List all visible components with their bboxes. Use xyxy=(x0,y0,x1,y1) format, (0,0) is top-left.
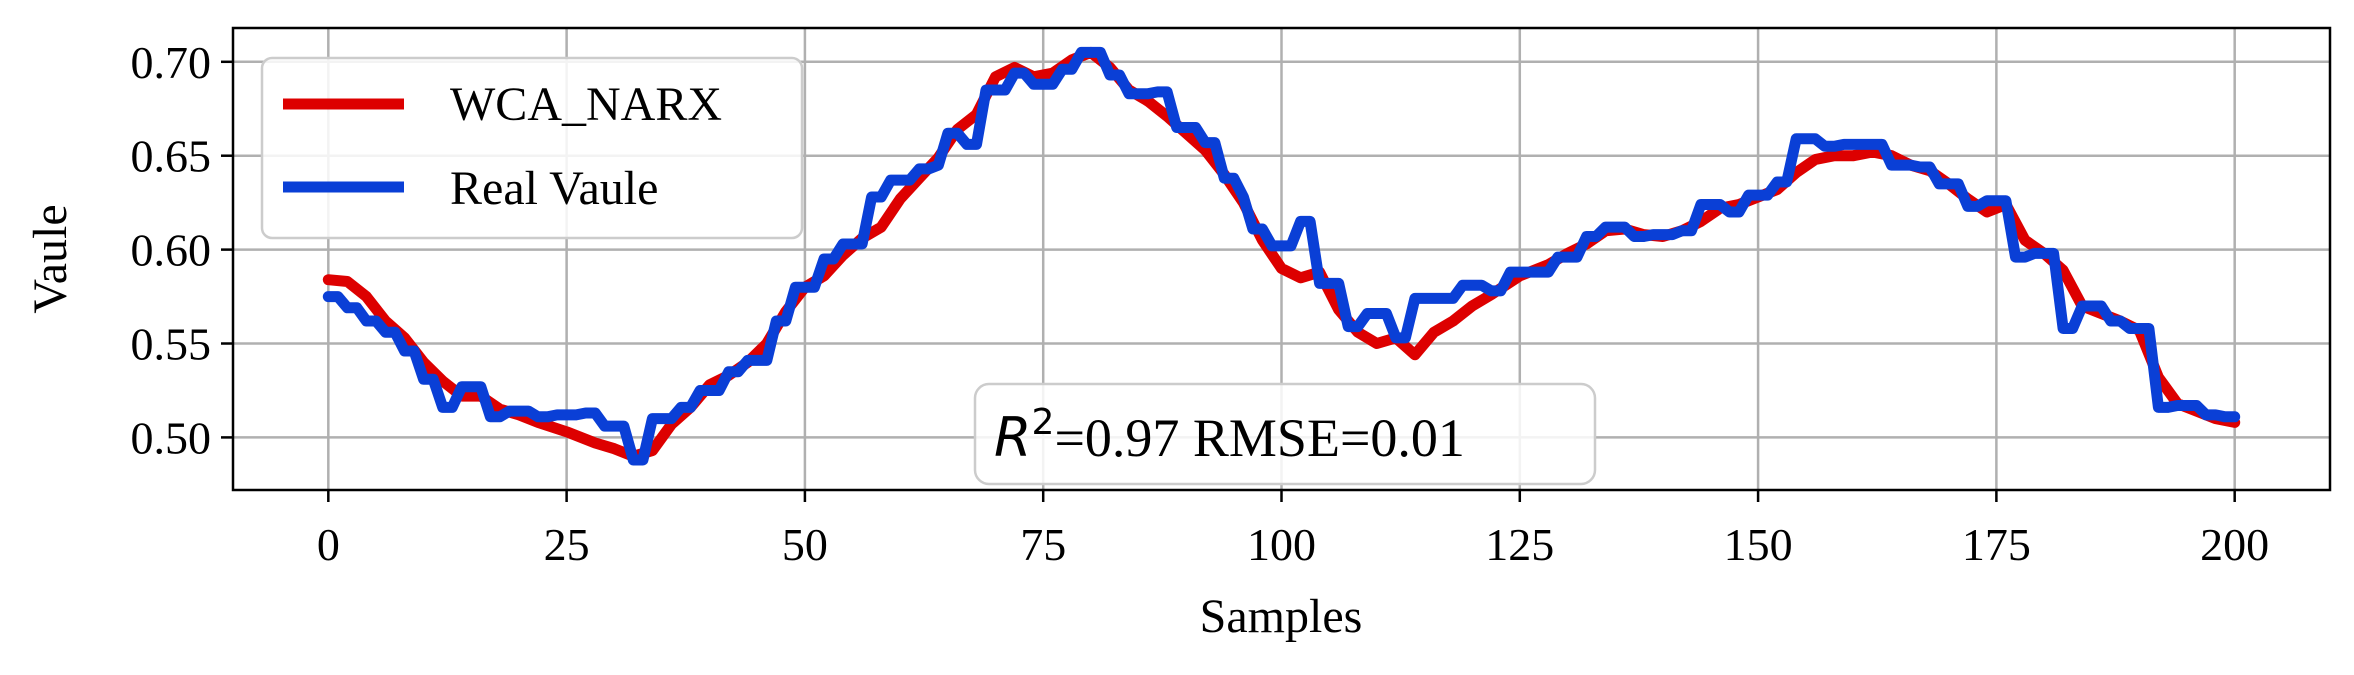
y-axis-title: Vaule xyxy=(24,204,77,313)
y-tick-label-0-60: 0.60 xyxy=(131,225,212,276)
x-axis-title: Samples xyxy=(1200,590,1363,643)
y-tick-label-0-65: 0.65 xyxy=(131,131,212,182)
x-tick-label-25: 25 xyxy=(544,519,590,570)
r2-superscript: 2 xyxy=(1032,402,1055,443)
x-tick-label-150: 150 xyxy=(1724,519,1793,570)
x-tick-label-200: 200 xyxy=(2200,519,2269,570)
annotation-text: R2=0.97 RMSE=0.01 xyxy=(994,402,1465,469)
y-tick-label-0-70: 0.70 xyxy=(131,37,212,88)
metrics-annotation: R2=0.97 RMSE=0.01 xyxy=(973,382,1597,486)
axis-ticks xyxy=(221,60,2236,502)
legend-label-wca-narx: WCA_NARX xyxy=(450,78,722,131)
y-tick-label-0-55: 0.55 xyxy=(131,319,212,370)
legend-label-real-value: Real Vaule xyxy=(450,162,658,215)
metrics-values: =0.97 RMSE=0.01 xyxy=(1054,408,1464,468)
x-tick-label-100: 100 xyxy=(1247,519,1316,570)
x-tick-label-75: 75 xyxy=(1020,519,1066,570)
x-tick-label-50: 50 xyxy=(782,519,828,570)
axis-tick-labels: 0 25 50 75 100 125 150 175 200 0.50 0.55 0.60 0.65 0.… xyxy=(131,37,2270,570)
legend: WCA_NARX Real Vaule xyxy=(260,56,804,240)
x-tick-label-125: 125 xyxy=(1485,519,1554,570)
x-tick-label-175: 175 xyxy=(1962,519,2031,570)
x-tick-label-0: 0 xyxy=(317,519,340,570)
series-lines xyxy=(322,46,2241,466)
y-tick-label-0-50: 0.50 xyxy=(131,412,212,463)
r2-symbol: R xyxy=(994,406,1032,469)
annotation-box xyxy=(973,382,1597,486)
series-line-real-vaule xyxy=(322,46,2241,466)
